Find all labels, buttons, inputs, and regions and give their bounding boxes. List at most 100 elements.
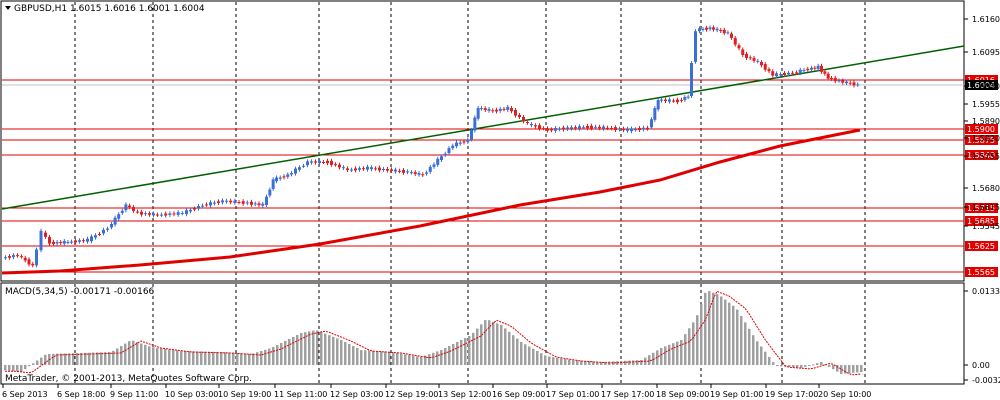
macd-bar	[108, 352, 111, 365]
candle-body	[745, 53, 748, 58]
candle-body	[20, 256, 23, 258]
candle-body	[425, 172, 428, 174]
macd-bar	[308, 331, 311, 365]
macd-bar	[652, 352, 655, 365]
dropdown-arrow-icon[interactable]	[5, 6, 11, 10]
candle-body	[495, 109, 498, 112]
macd-bar	[256, 352, 259, 365]
macd-bar	[392, 352, 395, 365]
candle-body	[578, 126, 581, 129]
time-tick-label: 11 Sep 11:00	[274, 390, 327, 399]
candle-body	[406, 171, 409, 173]
price-tick-label: 1.6160	[972, 15, 1000, 24]
macd-bar	[424, 355, 427, 365]
price-tick-label: 1.5615	[972, 203, 1000, 212]
macd-bar	[296, 335, 299, 365]
macd-bar	[728, 302, 731, 365]
macd-bar	[512, 335, 515, 365]
candle-body	[398, 170, 401, 172]
macd-bar	[316, 330, 319, 365]
macd-bar	[176, 350, 179, 365]
price-tick-label: 1.5755	[972, 152, 1000, 161]
macd-bar	[240, 353, 243, 365]
macd-bar	[244, 353, 247, 365]
price-level-label: 1.5565	[967, 268, 995, 277]
macd-bar	[380, 351, 383, 365]
candle-body	[39, 230, 43, 251]
candle-body	[787, 72, 790, 75]
price-level-label: 1.5840	[967, 151, 995, 160]
candle-body	[110, 224, 113, 228]
macd-bar	[588, 361, 591, 365]
macd-bar	[796, 365, 799, 368]
macd-bar	[196, 351, 199, 365]
candle-body	[78, 240, 81, 242]
candle-body	[402, 170, 405, 173]
candle-body	[302, 165, 305, 167]
candle-body	[180, 213, 184, 214]
candle-body	[70, 241, 73, 243]
candle-body	[570, 127, 573, 129]
candle-body	[189, 209, 192, 212]
candle-body	[128, 205, 131, 208]
macd-bar	[592, 361, 595, 365]
macd-bar	[552, 357, 555, 365]
macd-bar	[336, 338, 339, 365]
candle-body	[462, 141, 466, 143]
macd-bar	[828, 365, 831, 367]
macd-bar	[476, 328, 479, 365]
price-tick-label: 1.5680	[972, 184, 1000, 193]
macd-bar	[556, 357, 559, 365]
candle-body	[225, 200, 228, 202]
candle-body	[698, 28, 701, 32]
moving-average-line[interactable]	[1, 128, 861, 275]
candle-body	[390, 169, 393, 171]
macd-bar	[724, 299, 727, 365]
macd-bar	[712, 292, 715, 365]
candle-body	[630, 128, 633, 132]
macd-bar	[292, 337, 295, 365]
candle-body	[795, 72, 798, 74]
candle-body	[771, 71, 775, 76]
candle-body	[197, 206, 200, 209]
candle-body	[856, 84, 860, 86]
macd-bar	[140, 343, 143, 365]
macd-bar	[456, 342, 459, 365]
price-pane-frame	[0, 0, 965, 282]
horizontal-levels[interactable]: 1.60161.59001.58751.58401.57151.56851.56…	[2, 75, 998, 277]
macd-bar	[116, 348, 119, 365]
candle-body	[374, 168, 377, 170]
time-tick-label: 19 Sep 01:00	[710, 390, 763, 399]
macd-bar	[720, 296, 723, 365]
candle-body	[791, 72, 794, 74]
price-level-label: 1.5685	[967, 217, 995, 226]
macd-bar	[708, 291, 711, 365]
candle-body	[265, 196, 268, 205]
candle-body	[558, 128, 561, 130]
candle-body	[606, 127, 609, 129]
macd-bar	[156, 347, 159, 365]
macd-bar	[440, 350, 443, 365]
macd-bar	[160, 348, 163, 365]
candle-body	[27, 259, 31, 265]
candle-body	[201, 205, 204, 207]
macd-bar	[648, 355, 651, 365]
macd-bar	[600, 362, 603, 365]
candle-body	[767, 69, 771, 72]
macd-bar	[680, 340, 683, 365]
candle-body	[845, 81, 848, 84]
candle-body	[618, 128, 621, 130]
macd-bar	[444, 348, 447, 365]
candle-body	[436, 158, 440, 165]
trend-line[interactable]	[1, 45, 965, 210]
candle-body	[306, 161, 309, 166]
candle-body	[16, 255, 19, 257]
macd-bar	[576, 360, 579, 365]
candle-body	[342, 167, 345, 169]
macd-bar	[168, 349, 171, 365]
macd-bar	[716, 294, 719, 365]
macd-bar	[396, 353, 399, 365]
macd-bar	[640, 360, 643, 365]
